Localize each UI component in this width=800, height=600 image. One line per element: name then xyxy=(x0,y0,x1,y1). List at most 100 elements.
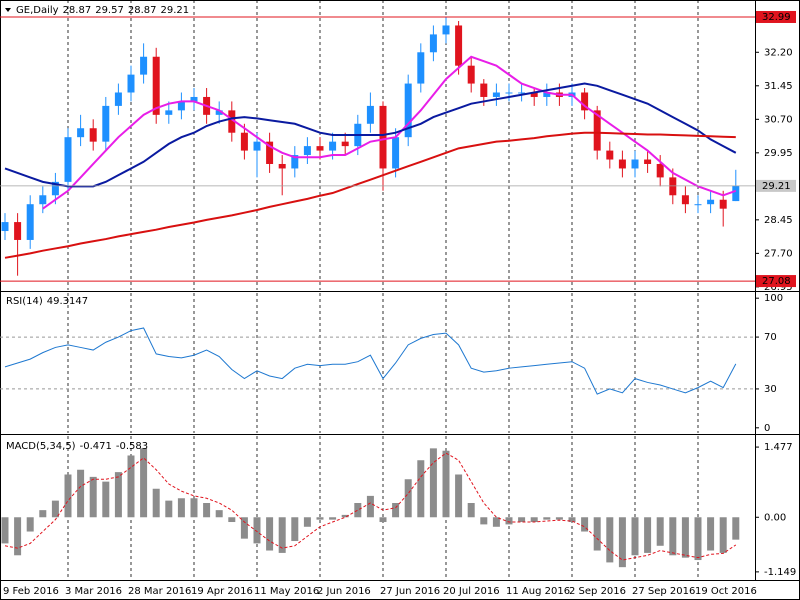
indicator-header: RSI(14) 49.3147 xyxy=(6,296,88,307)
macd-bar xyxy=(51,500,59,518)
last-price-box xyxy=(756,179,796,192)
y-tick-label: 0 xyxy=(764,423,770,434)
macd-bar xyxy=(568,517,576,523)
macd-bar xyxy=(392,503,400,518)
candle-body xyxy=(379,105,387,169)
candle-body xyxy=(177,101,185,111)
macd-bar xyxy=(240,517,248,539)
macd-bar xyxy=(140,448,148,518)
chart-header: GE,Daily 28.87 29.57 28.87 29.21 xyxy=(16,5,189,16)
indicator-line xyxy=(4,327,737,395)
candle-body xyxy=(656,163,664,178)
candle-body xyxy=(291,155,299,169)
macd-bar xyxy=(530,517,538,523)
candle-body xyxy=(593,110,601,151)
macd-bar xyxy=(266,517,274,551)
candle-body xyxy=(341,141,349,147)
symbol-title: GE,Daily xyxy=(16,5,59,16)
candle-body xyxy=(681,195,689,205)
y-tick-label: 1.477 xyxy=(764,442,793,453)
candle-body xyxy=(228,110,236,133)
macd-bar xyxy=(442,450,450,518)
macd-bar xyxy=(480,517,488,525)
candle-body xyxy=(518,92,526,94)
candle-body xyxy=(51,181,59,196)
candle-body xyxy=(480,83,488,97)
macd-bar xyxy=(618,517,626,568)
x-tick-label: 9 Feb 2016 xyxy=(3,586,59,597)
macd-bar xyxy=(719,517,727,553)
candle-body xyxy=(732,185,740,202)
macd-bar xyxy=(14,517,22,556)
moving-average-line xyxy=(42,55,737,210)
header-close: 29.21 xyxy=(160,5,189,16)
macd-bar xyxy=(707,517,715,551)
candle-body xyxy=(253,141,261,151)
macd-bar xyxy=(177,498,185,518)
macd-bar xyxy=(492,517,500,527)
macd-bar xyxy=(417,460,425,518)
macd-bar xyxy=(316,517,324,520)
level-label: 32.99 xyxy=(762,12,791,23)
x-tick-label: 2 Sep 2016 xyxy=(569,586,626,597)
macd-bar xyxy=(581,517,589,532)
candle-body xyxy=(631,159,639,169)
macd-bar xyxy=(114,472,122,518)
macd-bar xyxy=(518,517,526,523)
candle-body xyxy=(240,132,248,151)
macd-bar xyxy=(64,474,72,518)
macd-bar xyxy=(593,517,601,551)
candle-body xyxy=(303,146,311,156)
y-tick-label: 30 xyxy=(764,384,777,395)
macd-bar xyxy=(694,517,702,561)
macd-bar xyxy=(467,503,475,518)
macd-value: -0.471 xyxy=(80,441,112,452)
macd-bar xyxy=(102,481,110,518)
candle-body xyxy=(618,159,626,169)
candle-body xyxy=(404,83,412,138)
candle-body xyxy=(190,96,198,102)
macd-bar xyxy=(354,503,362,518)
candle-body xyxy=(165,110,173,115)
candle-body xyxy=(694,204,702,206)
symbol-menu-icon[interactable] xyxy=(5,8,11,12)
macd-bar xyxy=(681,517,689,558)
macd-bar xyxy=(669,517,677,556)
y-tick-label: 27.70 xyxy=(764,248,793,259)
x-tick-label: 28 Mar 2016 xyxy=(128,586,191,597)
candle-body xyxy=(442,25,450,35)
indicator-title: MACD(5,34,5) xyxy=(6,441,76,452)
macd-bar xyxy=(404,479,412,518)
x-tick-label: 2 Jun 2016 xyxy=(317,586,371,597)
header-high: 29.57 xyxy=(95,5,124,16)
candle-body xyxy=(719,199,727,209)
macd-bar xyxy=(505,517,513,525)
macd-bar xyxy=(455,474,463,518)
macd-bar xyxy=(429,448,437,518)
x-tick-label: 27 Jun 2016 xyxy=(380,586,440,597)
last-price-label: 29.21 xyxy=(762,181,791,192)
y-tick-label: 28.45 xyxy=(764,215,793,226)
y-tick-label: 26.95 xyxy=(764,282,793,293)
macd-bar xyxy=(329,517,337,520)
macd-bar xyxy=(732,517,740,540)
candle-body xyxy=(140,56,148,75)
x-tick-label: 27 Sep 2016 xyxy=(632,586,695,597)
candle-body xyxy=(14,222,22,240)
candle-body xyxy=(329,141,337,151)
macd-bar xyxy=(1,517,9,544)
macd-bar xyxy=(303,517,311,527)
header-low: 28.87 xyxy=(128,5,157,16)
moving-average-line xyxy=(4,82,737,188)
macd-bar xyxy=(190,498,198,518)
candle-body xyxy=(1,222,9,232)
macd-bar xyxy=(555,517,563,520)
candle-body xyxy=(455,25,463,66)
candle-body xyxy=(77,128,85,138)
candle-body xyxy=(581,92,589,111)
level-label: 27.08 xyxy=(762,276,791,287)
candle-body xyxy=(530,92,538,97)
signal-line xyxy=(4,452,737,561)
candle-body xyxy=(669,177,677,196)
